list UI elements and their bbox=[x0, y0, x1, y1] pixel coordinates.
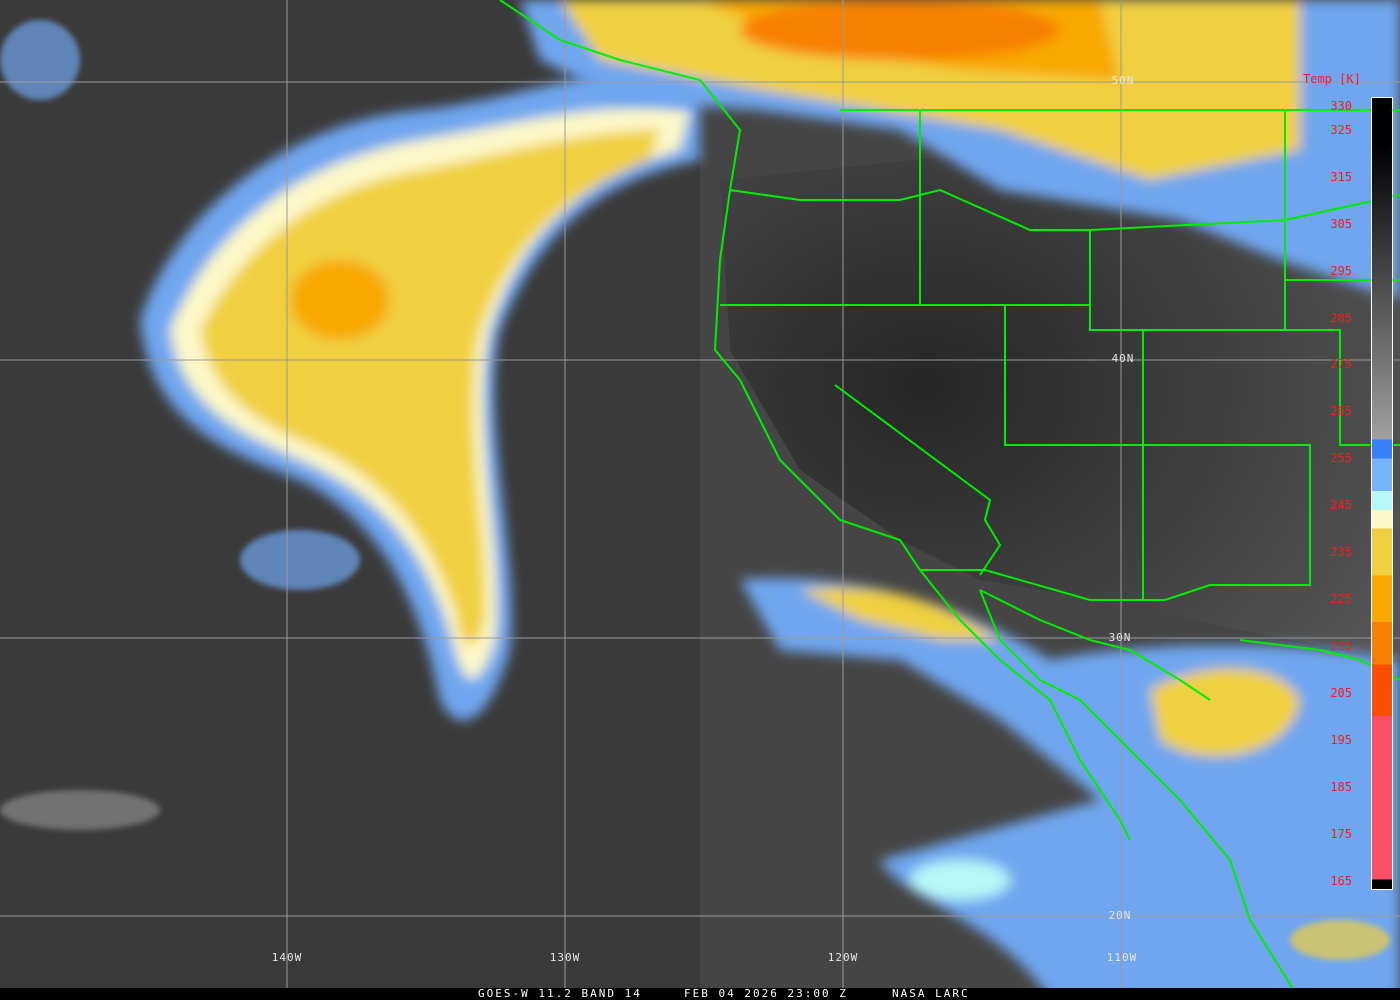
lat-label-50n: 50N bbox=[1111, 74, 1135, 87]
colorbar-tick-label: 195 bbox=[1330, 732, 1352, 747]
lat-label-20n: 20N bbox=[1108, 909, 1132, 922]
lon-label-130w: 130W bbox=[549, 951, 581, 964]
cloud-fragments bbox=[0, 20, 1390, 960]
cloud-band-north bbox=[520, 0, 1400, 300]
colorbar-tick-label: 265 bbox=[1330, 404, 1352, 419]
colorbar-tick-label: 295 bbox=[1330, 263, 1352, 278]
caption-datetime: FEB 04 2026 23:00 Z bbox=[684, 987, 848, 1000]
lat-label-30n: 30N bbox=[1108, 631, 1132, 644]
colorbar-tick-label: 235 bbox=[1330, 545, 1352, 560]
colorbar-tick-label: 255 bbox=[1330, 451, 1352, 466]
colorbar-tick-label: 175 bbox=[1330, 826, 1352, 841]
caption-bar: GOES-W 11.2 BAND 14 FEB 04 2026 23:00 Z … bbox=[0, 988, 1400, 1000]
colorbar-tick-label: 330 bbox=[1330, 99, 1352, 114]
colorbar-tick-label: 165 bbox=[1330, 873, 1352, 888]
lon-label-110w: 110W bbox=[1106, 951, 1138, 964]
lat-label-40n: 40N bbox=[1111, 352, 1135, 365]
colorbar-tick-label: 215 bbox=[1330, 639, 1352, 653]
cloud-band-pacific bbox=[140, 68, 700, 721]
colorbar-tick-label: 185 bbox=[1330, 779, 1352, 794]
colorbar-tick-label: 305 bbox=[1330, 216, 1352, 231]
colorbar-tick-label: 285 bbox=[1330, 310, 1352, 325]
colorbar-tick-label: 245 bbox=[1330, 498, 1352, 513]
temperature-colorbar bbox=[1371, 97, 1393, 890]
colorbar-tick-label: 275 bbox=[1330, 357, 1352, 372]
colorbar-tick-label: 325 bbox=[1330, 122, 1352, 137]
colorbar-tick-label: 205 bbox=[1330, 685, 1352, 700]
lon-label-120w: 120W bbox=[827, 951, 859, 964]
caption-source: NASA LARC bbox=[892, 987, 970, 1000]
colorbar-title: Temp [K] bbox=[1303, 72, 1361, 86]
land-area bbox=[720, 110, 1400, 660]
lon-label-140w: 140W bbox=[271, 951, 303, 964]
caption-satellite: GOES-W 11.2 BAND 14 bbox=[478, 987, 642, 1000]
colorbar-tick-label: 225 bbox=[1330, 592, 1352, 607]
colorbar-tick-label: 315 bbox=[1330, 169, 1352, 184]
cloud-band-south bbox=[740, 578, 1400, 1000]
